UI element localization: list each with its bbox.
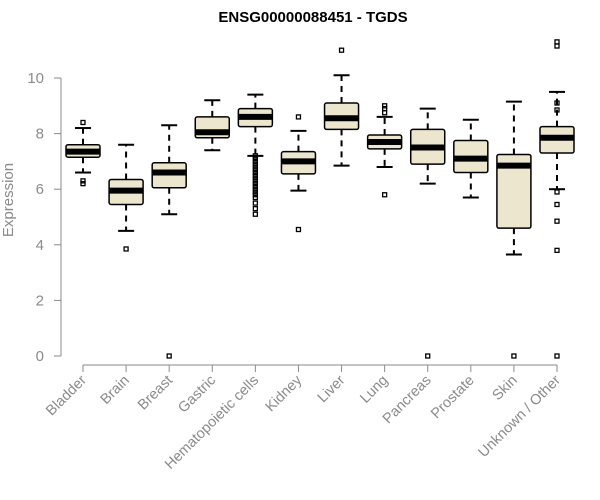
y-axis-label: Expression [0,163,17,237]
outlier-point [80,180,86,187]
outlier-point [381,110,388,116]
outlier-point [80,119,86,126]
outlier-point [554,39,560,45]
outlier-point [381,105,388,112]
outlier-point [80,178,86,184]
box-liver [323,47,360,167]
outlier-point [252,175,259,181]
outlier-point [252,164,259,170]
outlier-point [252,178,259,184]
outlier-point [166,353,172,359]
y-tick-label: 2 [36,292,44,309]
y-tick-label: 10 [27,70,44,87]
outlier-point [252,180,259,187]
outlier-point [252,167,259,173]
outlier-point [554,189,560,195]
box-unknown-other [539,39,575,359]
box-pancreas [409,107,446,359]
x-tick-label: Lung [357,373,391,407]
outlier-point [554,107,560,113]
box-breast [151,124,187,359]
outlier-point [252,172,259,178]
y-tick-label: 0 [36,348,44,365]
box-lung [366,103,403,198]
x-tick-label: Kidney [263,372,306,415]
box-brain [108,143,144,252]
box-skin [496,100,532,359]
y-axis: 0 2 4 6 8 10 [27,70,62,365]
x-tick-label: Breast [135,373,176,414]
boxes-group [65,39,575,359]
chart-title: ENSG00000088451 - TGDS [218,9,407,26]
y-tick-label: 6 [36,181,44,198]
outlier-point [554,353,560,359]
outlier-point [252,158,259,165]
outlier-point [252,200,259,206]
outlier-point [554,43,560,49]
outlier-point [252,153,259,159]
outlier-point [252,155,259,162]
outlier-point [123,246,129,252]
outlier-point [252,186,259,192]
box-kidney [280,114,317,233]
box-prostate [453,118,489,199]
x-tick-label: Prostate [428,373,477,422]
outlier-point [252,161,259,167]
outlier-point [511,353,517,359]
outlier-point [554,201,560,208]
outlier-point [295,226,302,233]
outlier-point [252,194,259,201]
y-tick-label: 4 [36,237,44,254]
outlier-point [252,206,259,212]
x-tick-label: Skin [489,373,520,404]
outlier-point [381,103,388,109]
outlier-point [554,100,560,106]
x-tick-label: Liver [315,372,349,406]
x-tick-label: Brain [98,373,133,408]
box-bladder [65,119,101,187]
iqr-box [496,153,532,229]
x-tick-label: Bladder [43,372,90,419]
y-tick-label: 8 [36,126,44,143]
outlier-point [252,169,259,176]
box-hematopoietic-cells [237,93,274,217]
outlier-point [338,47,345,53]
outlier-point [252,183,259,190]
outlier-point [425,353,431,359]
outlier-point [381,192,388,198]
outlier-point [252,192,259,198]
outlier-point [252,189,259,195]
outlier-point [252,211,259,217]
outlier-point [554,218,560,224]
x-tick-label: Unknown / Other [476,372,564,460]
outlier-point [295,114,302,120]
box-gastric [194,99,231,152]
outlier-point [554,247,560,254]
